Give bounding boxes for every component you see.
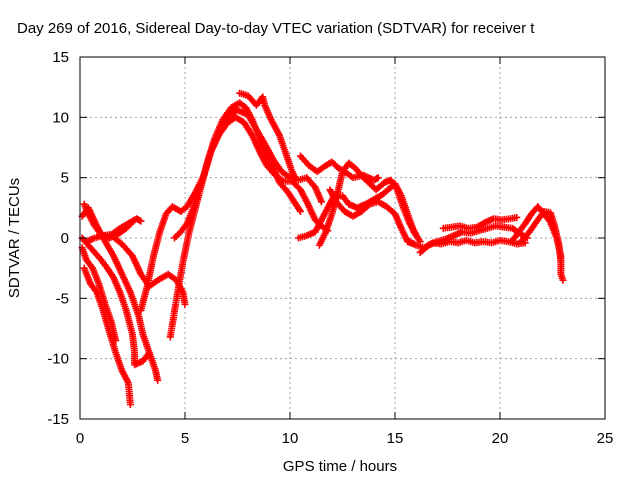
y-tick-label: -10 — [47, 351, 69, 368]
series-4 — [78, 234, 153, 369]
x-tick-label: 20 — [492, 430, 509, 447]
data-point — [136, 216, 143, 224]
chart-title: Day 269 of 2016, Sidereal Day-to-day VTE… — [17, 20, 535, 37]
y-tick-label: -5 — [56, 290, 69, 307]
series-2 — [78, 244, 120, 345]
x-tick-label: 0 — [76, 430, 84, 447]
data-point — [145, 349, 153, 357]
series-3 — [80, 264, 134, 409]
data-point — [559, 276, 567, 284]
x-axis-label: GPS time / hours — [283, 458, 397, 475]
series-11 — [236, 89, 300, 184]
y-tick-label: -15 — [47, 411, 69, 428]
y-tick-label: 10 — [52, 109, 69, 126]
data-point — [292, 176, 300, 184]
y-tick-label: 5 — [61, 170, 69, 187]
x-tick-label: 15 — [387, 430, 404, 447]
y-axis-label: SDTVAR / TECUs — [6, 178, 23, 298]
x-tick-labels: 0 5 10 15 20 25 — [76, 430, 614, 447]
data-point — [154, 376, 162, 384]
data-point — [513, 213, 521, 221]
plot-frame — [79, 56, 606, 420]
x-tick-label: 25 — [597, 430, 614, 447]
y-tick-label: 15 — [52, 49, 69, 66]
data-point — [412, 230, 420, 238]
data-point — [297, 207, 304, 215]
series-20 — [517, 207, 565, 266]
data-point — [137, 217, 145, 225]
data-point — [318, 198, 325, 206]
series-10 — [171, 106, 325, 242]
data-point — [557, 258, 565, 266]
data-points — [78, 89, 567, 409]
series-6 — [82, 215, 145, 246]
y-tick-label: 0 — [61, 230, 69, 247]
data-point — [126, 401, 134, 409]
x-tick-label: 5 — [181, 430, 189, 447]
y-tick-labels: -15 -10 -5 0 5 10 15 — [47, 49, 69, 428]
data-point — [181, 300, 189, 308]
series-17 — [416, 222, 531, 256]
series-18 — [439, 213, 521, 232]
x-tick-label: 10 — [282, 430, 299, 447]
data-point — [374, 174, 382, 182]
series-8 — [137, 113, 332, 314]
data-point — [373, 174, 381, 182]
